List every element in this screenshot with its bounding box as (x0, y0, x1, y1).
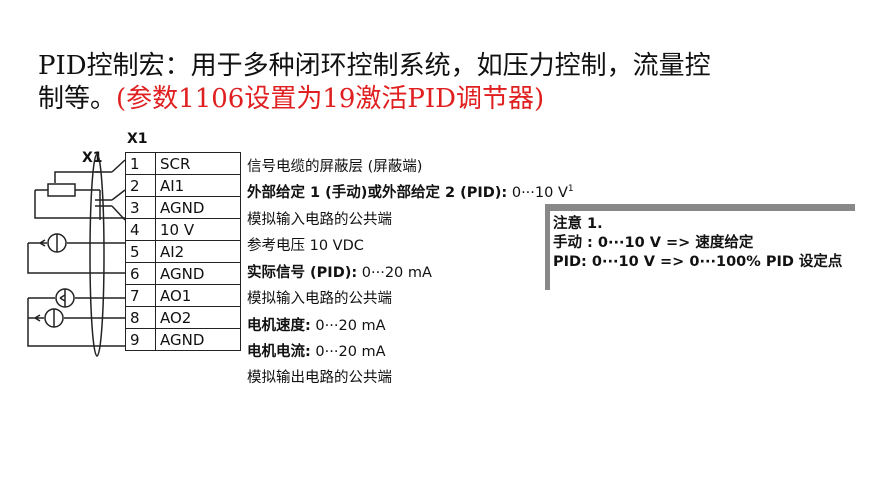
description-text: 0···20 mA (310, 317, 386, 334)
terminal-row: 2 AI1 (125, 174, 241, 197)
ao-wires (27, 294, 125, 347)
footnote-mark: 1 (567, 184, 574, 195)
terminal-row: 9 AGND (125, 328, 241, 351)
terminal-description: 电机电流: 0···20 mA (247, 337, 574, 363)
terminal-signal: AO1 (155, 284, 241, 307)
ai2-wires (27, 239, 125, 274)
terminal-description: 信号电缆的屏蔽层 (屏蔽端) (247, 152, 574, 178)
terminal-row: 5 AI2 (125, 240, 241, 263)
note-line2: PID: 0···10 V => 0···100% PID 设定点 (553, 254, 843, 270)
terminal-signal: AGND (155, 328, 241, 351)
terminal-number: 4 (125, 218, 156, 241)
description-text: 0···10 V (507, 185, 568, 202)
terminal-description: 外部给定 1 (手动)或外部给定 2 (PID): 0···10 V1 (247, 178, 574, 204)
terminal-signal: AGND (155, 262, 241, 285)
terminal-description: 模拟输入电路的公共端 (247, 205, 574, 231)
potentiometer-icon (47, 183, 76, 197)
note-box: 注意 1. 手动 : 0···10 V => 速度给定 PID: 0···10 … (545, 204, 855, 290)
terminal-description: 模拟输出电路的公共端 (247, 363, 574, 389)
terminal-table: 1 SCR 2 AI1 3 AGND 4 10 V 5 AI2 6 AGND 7 AO1 8 AO2 9 AGND (125, 152, 241, 351)
description-text: 参考电压 10 VDC (247, 238, 364, 255)
description-text: 模拟输入电路的公共端 (247, 211, 392, 228)
terminal-signal: AI2 (155, 240, 241, 263)
terminal-description: 实际信号 (PID): 0···20 mA (247, 258, 574, 284)
terminal-description: 模拟输入电路的公共端 (247, 284, 574, 310)
terminal-signal: AGND (155, 196, 241, 219)
terminal-signal: 10 V (155, 218, 241, 241)
terminal-row: 6 AGND (125, 262, 241, 285)
terminal-row: 4 10 V (125, 218, 241, 241)
description-text: 模拟输入电路的公共端 (247, 290, 392, 307)
terminal-row: 7 AO1 (125, 284, 241, 307)
description-bold: 实际信号 (PID): (247, 264, 358, 281)
terminal-number: 8 (125, 306, 156, 329)
terminal-number: 3 (125, 196, 156, 219)
terminal-row: 8 AO2 (125, 306, 241, 329)
title-highlight: (参数1106设置为19激活PID调节器) (116, 84, 545, 114)
terminal-signal: AI1 (155, 174, 241, 197)
terminal-number: 1 (125, 152, 156, 175)
terminal-signal: AO2 (155, 306, 241, 329)
title-line2: 制等。(参数1106设置为19激活PID调节器) (38, 83, 838, 116)
terminal-number: 5 (125, 240, 156, 263)
terminal-number: 7 (125, 284, 156, 307)
terminal-number: 2 (125, 174, 156, 197)
slide-title: PID控制宏：用于多种闭环控制系统，如压力控制，流量控 制等。(参数1106设置… (38, 50, 838, 116)
description-text: 0···20 mA (310, 343, 386, 360)
description-text: 信号电缆的屏蔽层 (屏蔽端) (247, 158, 423, 175)
note-heading: 注意 1. (553, 216, 603, 232)
terminal-number: 6 (125, 262, 156, 285)
description-text: 模拟输出电路的公共端 (247, 370, 392, 387)
terminal-description: 参考电压 10 VDC (247, 231, 574, 257)
description-bold: 电机速度: (247, 317, 311, 334)
terminal-row: 3 AGND (125, 196, 241, 219)
terminal-signal: SCR (155, 152, 241, 175)
potentiometer-wires (34, 171, 125, 220)
description-bold: 电机电流: (247, 343, 311, 360)
description-bold: 外部给定 1 (手动)或外部给定 2 (PID): (247, 185, 508, 202)
terminal-descriptions: 信号电缆的屏蔽层 (屏蔽端) 外部给定 1 (手动)或外部给定 2 (PID): … (247, 152, 574, 390)
terminal-number: 9 (125, 328, 156, 351)
title-line2-text: 制等。 (38, 84, 117, 114)
note-line1: 手动 : 0···10 V => 速度给定 (553, 235, 754, 251)
title-line1: PID控制宏：用于多种闭环控制系统，如压力控制，流量控 (38, 51, 711, 81)
connector-label-top: X1 (127, 131, 148, 147)
wires-1-4 (95, 159, 126, 221)
terminal-description: 电机速度: 0···20 mA (247, 311, 574, 337)
cable-shield (89, 153, 105, 357)
terminal-row: 1 SCR (125, 152, 241, 175)
description-text: 0···20 mA (357, 264, 432, 281)
